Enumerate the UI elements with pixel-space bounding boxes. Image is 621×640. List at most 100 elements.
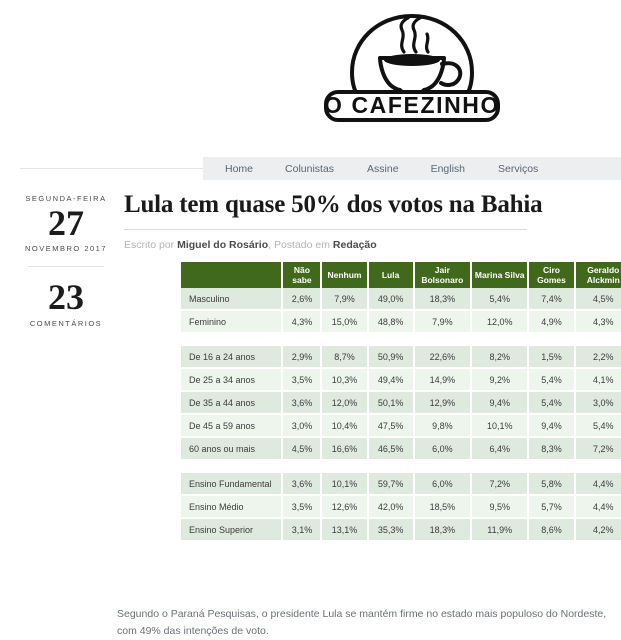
table-cell: 4,4% bbox=[575, 473, 621, 496]
table-cell: 12,6% bbox=[322, 496, 369, 519]
table-cell: 22,6% bbox=[414, 346, 473, 369]
table-cell: 2,2% bbox=[575, 346, 621, 369]
col-header-nao-sabe: Não sabe bbox=[283, 262, 323, 288]
col-header-marina-silva: Marina Silva bbox=[472, 262, 530, 288]
table-cell: 5,8% bbox=[529, 473, 576, 496]
table-cell: 7,2% bbox=[472, 473, 530, 496]
table-row-label: Ensino Médio bbox=[181, 496, 284, 519]
table-cell: 12,0% bbox=[322, 392, 369, 415]
table-cell: 10,3% bbox=[322, 369, 369, 392]
table-cell: 5,4% bbox=[529, 392, 576, 415]
comment-count[interactable]: 23 bbox=[48, 277, 84, 317]
table-row-label: De 45 a 59 anos bbox=[181, 415, 284, 438]
table-cell: 5,4% bbox=[529, 369, 576, 392]
table-cell: 6,4% bbox=[472, 438, 530, 461]
table-cell: 4,4% bbox=[575, 496, 621, 519]
table-row: Ensino Fundamental 3,6% 10,1% 59,7% 6,0% 7,2%… bbox=[181, 473, 621, 496]
post-month-year: NOVEMBRO 2017 bbox=[24, 244, 108, 253]
table-cell: 9,4% bbox=[472, 392, 530, 415]
col-header-jair-bolsonaro: Jair Bolsonaro bbox=[414, 262, 473, 288]
table-cell: 3,5% bbox=[283, 496, 323, 519]
table-group-spacer-cell bbox=[181, 461, 621, 473]
table-row: 60 anos ou mais 4,5% 16,6% 46,5% 6,0% 6,4% 8,3… bbox=[181, 438, 621, 461]
table-cell: 18,5% bbox=[414, 496, 473, 519]
table-row-label: Masculino bbox=[181, 288, 284, 311]
poll-table: Não sabe Nenhum Lula Jair Bolsonaro Mari… bbox=[181, 262, 621, 542]
table-row: De 45 a 59 anos 3,0% 10,4% 47,5% 9,8% 10,1% 9,… bbox=[181, 415, 621, 438]
table-row-label: Ensino Superior bbox=[181, 519, 284, 542]
table-row: Feminino 4,3% 15,0% 48,8% 7,9% 12,0% 4,9% 4,3% bbox=[181, 311, 621, 334]
main-navigation: Home Colunistas Assine English Serviços bbox=[203, 157, 621, 180]
nav-left-rule bbox=[20, 168, 203, 169]
post-day: 27 bbox=[48, 203, 84, 243]
table-cell: 18,3% bbox=[414, 519, 473, 542]
post-meta-sidebar: SEGUNDA-FEIRA 27 NOVEMBRO 2017 23 COMENT… bbox=[10, 194, 122, 328]
comment-count-label: COMENTÁRIOS bbox=[29, 319, 103, 328]
table-row-label: De 35 a 44 anos bbox=[181, 392, 284, 415]
table-cell: 8,3% bbox=[529, 438, 576, 461]
table-cell: 49,4% bbox=[368, 369, 415, 392]
byline: Escrito por Miguel do Rosário, Postado e… bbox=[124, 239, 614, 251]
table-cell: 6,0% bbox=[414, 473, 473, 496]
table-cell: 3,1% bbox=[283, 519, 323, 542]
table-cell: 5,7% bbox=[529, 496, 576, 519]
table-cell: 42,0% bbox=[368, 496, 415, 519]
nav-item-assine[interactable]: Assine bbox=[367, 162, 399, 175]
table-cell: 10,1% bbox=[472, 415, 530, 438]
table-cell: 4,9% bbox=[529, 311, 576, 334]
nav-item-home[interactable]: Home bbox=[225, 162, 254, 175]
table-row: Ensino Médio 3,5% 12,6% 42,0% 18,5% 9,5% 5,7% 4… bbox=[181, 496, 621, 519]
table-cell: 48,8% bbox=[368, 311, 415, 334]
byline-author[interactable]: Miguel do Rosário bbox=[177, 239, 269, 251]
table-cell: 50,1% bbox=[368, 392, 415, 415]
table-cell: 10,4% bbox=[322, 415, 369, 438]
poll-table-body: Masculino 2,6% 7,9% 49,0% 18,3% 5,4% 7,4% 4,5% F… bbox=[181, 288, 621, 542]
table-cell: 3,0% bbox=[575, 392, 621, 415]
article-caption: Segundo o Paraná Pesquisas, o presidente… bbox=[117, 607, 607, 637]
table-row-label: Ensino Fundamental bbox=[181, 473, 284, 496]
col-header-geraldo-alckmin: Geraldo Alckmin bbox=[575, 262, 621, 288]
table-cell: 14,9% bbox=[414, 369, 473, 392]
table-cell: 9,8% bbox=[414, 415, 473, 438]
table-cell: 50,9% bbox=[368, 346, 415, 369]
table-cell: 4,5% bbox=[575, 288, 621, 311]
site-header: O CAFEZINHO bbox=[0, 0, 621, 142]
post-weekday: SEGUNDA-FEIRA bbox=[25, 194, 107, 203]
table-cell: 4,1% bbox=[575, 369, 621, 392]
table-row-label: Feminino bbox=[181, 311, 284, 334]
table-cell: 1,5% bbox=[529, 346, 576, 369]
table-row-label: 60 anos ou mais bbox=[181, 438, 284, 461]
table-cell: 49,0% bbox=[368, 288, 415, 311]
nav-item-colunistas[interactable]: Colunistas bbox=[285, 162, 335, 175]
table-cell: 8,6% bbox=[529, 519, 576, 542]
nav-item-english[interactable]: English bbox=[430, 162, 466, 175]
table-cell: 3,5% bbox=[283, 369, 323, 392]
table-cell: 13,1% bbox=[322, 519, 369, 542]
table-cell: 7,4% bbox=[529, 288, 576, 311]
nav-item-servicos[interactable]: Serviços bbox=[498, 162, 539, 175]
table-cell: 7,9% bbox=[322, 288, 369, 311]
poll-table-head: Não sabe Nenhum Lula Jair Bolsonaro Mari… bbox=[181, 262, 621, 288]
table-group-spacer bbox=[181, 461, 621, 473]
table-cell: 59,7% bbox=[368, 473, 415, 496]
table-row-label: De 25 a 34 anos bbox=[181, 369, 284, 392]
site-logo[interactable]: O CAFEZINHO bbox=[312, 6, 512, 126]
table-cell: 5,4% bbox=[575, 415, 621, 438]
col-header-ciro-gomes: Ciro Gomes bbox=[529, 262, 576, 288]
col-header-blank bbox=[181, 262, 284, 288]
article: Lula tem quase 50% dos votos na Bahia Es… bbox=[124, 190, 614, 251]
table-group-spacer bbox=[181, 334, 621, 346]
poll-table-container: Não sabe Nenhum Lula Jair Bolsonaro Mari… bbox=[181, 262, 621, 542]
table-cell: 7,9% bbox=[414, 311, 473, 334]
byline-category[interactable]: Redação bbox=[332, 239, 377, 251]
table-cell: 3,6% bbox=[283, 392, 323, 415]
table-cell: 8,2% bbox=[472, 346, 530, 369]
col-header-nenhum: Nenhum bbox=[322, 262, 369, 288]
table-cell: 6,0% bbox=[414, 438, 473, 461]
table-cell: 8,7% bbox=[322, 346, 369, 369]
table-cell: 10,1% bbox=[322, 473, 369, 496]
table-row: Ensino Superior 3,1% 13,1% 35,3% 18,3% 11,9% 8… bbox=[181, 519, 621, 542]
table-cell: 47,5% bbox=[368, 415, 415, 438]
table-cell: 16,6% bbox=[322, 438, 369, 461]
table-group-spacer-cell bbox=[181, 334, 621, 346]
